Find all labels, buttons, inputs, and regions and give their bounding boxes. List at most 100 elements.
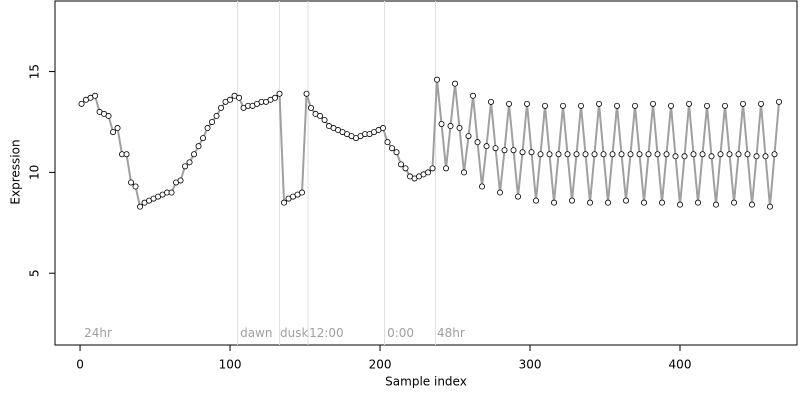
point — [587, 199, 594, 206]
point — [767, 203, 774, 210]
point — [447, 123, 454, 130]
point — [236, 94, 243, 101]
point — [425, 169, 432, 176]
point — [524, 100, 531, 107]
point — [600, 151, 607, 158]
point — [726, 151, 733, 158]
point — [537, 151, 544, 158]
point — [398, 161, 405, 168]
point — [510, 147, 517, 154]
point — [429, 165, 436, 172]
point — [758, 100, 765, 107]
point — [677, 201, 684, 208]
point — [492, 145, 499, 152]
point — [461, 169, 468, 176]
point — [695, 199, 702, 206]
plot-frame — [54, 0, 798, 346]
x-tick-label: 100 — [219, 358, 242, 372]
annotation: 48hr — [437, 326, 465, 340]
x-tick-label: 200 — [369, 358, 392, 372]
point — [317, 112, 324, 119]
point — [195, 143, 202, 150]
point — [744, 151, 751, 158]
point — [456, 125, 463, 132]
annotation: 0:00 — [387, 326, 414, 340]
point — [384, 139, 391, 146]
point — [632, 102, 639, 109]
point — [771, 151, 778, 158]
annotation: 24hr — [84, 326, 112, 340]
point — [731, 199, 738, 206]
point — [722, 102, 729, 109]
point — [578, 102, 585, 109]
point — [276, 90, 283, 97]
point — [114, 125, 121, 132]
series-line — [80, 79, 780, 209]
point — [546, 151, 553, 158]
point — [717, 151, 724, 158]
point — [713, 201, 720, 208]
annotation: dusk — [280, 326, 308, 340]
point — [591, 151, 598, 158]
point — [609, 151, 616, 158]
y-tick-label: 5 — [28, 269, 42, 277]
point — [740, 100, 747, 107]
point — [506, 100, 513, 107]
point — [218, 104, 225, 111]
point — [389, 145, 396, 152]
point — [762, 153, 769, 160]
point — [555, 151, 562, 158]
point — [434, 76, 441, 83]
point — [564, 151, 571, 158]
point — [110, 129, 117, 136]
point — [105, 112, 112, 119]
point — [92, 92, 99, 99]
point — [488, 98, 495, 105]
x-tick-label: 300 — [519, 358, 542, 372]
point — [528, 149, 535, 156]
point — [659, 199, 666, 206]
y-axis-label: Expression — [9, 139, 23, 204]
point — [582, 151, 589, 158]
point — [690, 151, 697, 158]
point — [209, 118, 216, 125]
y-tick-label: 15 — [28, 64, 42, 79]
point — [177, 177, 184, 184]
point — [776, 98, 783, 105]
x-tick-label: 400 — [669, 358, 692, 372]
point — [272, 94, 279, 101]
point — [497, 189, 504, 196]
point — [627, 151, 634, 158]
point — [123, 151, 130, 158]
point — [542, 102, 549, 109]
annotation: 12:00 — [309, 326, 344, 340]
point — [735, 151, 742, 158]
point — [753, 153, 760, 160]
point — [182, 163, 189, 170]
point — [452, 80, 459, 87]
point — [168, 189, 175, 196]
point — [663, 151, 670, 158]
point — [321, 116, 328, 123]
point — [128, 179, 135, 186]
point — [393, 149, 400, 156]
point — [668, 102, 675, 109]
point — [78, 100, 85, 107]
point — [470, 92, 477, 99]
point — [614, 102, 621, 109]
point — [465, 133, 472, 140]
annotation: dawn — [240, 326, 272, 340]
point — [479, 183, 486, 190]
point — [438, 121, 445, 128]
y-tick-label: 10 — [28, 165, 42, 180]
point — [281, 199, 288, 206]
point — [623, 197, 630, 204]
point — [380, 125, 387, 132]
point — [533, 197, 540, 204]
point — [596, 100, 603, 107]
point — [704, 102, 711, 109]
point — [200, 135, 207, 142]
point — [501, 147, 508, 154]
point — [708, 153, 715, 160]
point — [191, 151, 198, 158]
